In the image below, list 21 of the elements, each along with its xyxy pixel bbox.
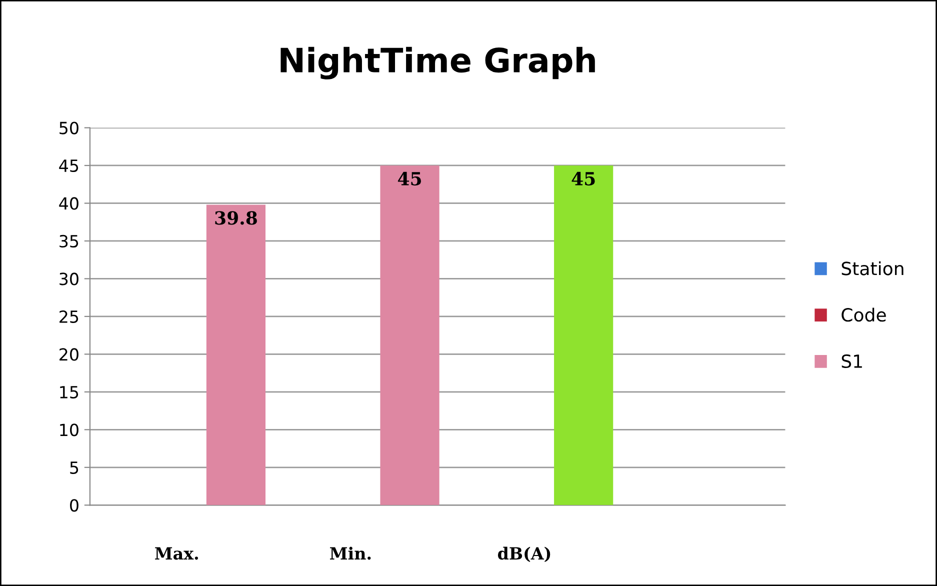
y-tick-label: 40 <box>59 197 78 210</box>
data-label: 45 <box>572 172 595 186</box>
y-tick-label: 45 <box>59 160 78 172</box>
x-tick-label: Min. <box>330 546 371 560</box>
data-label: 39.8 <box>215 211 257 225</box>
legend-label: S1 <box>842 354 862 368</box>
x-tick-label: Max. <box>155 547 198 560</box>
data-label: 45 <box>398 172 421 186</box>
legend-label: Station <box>842 261 904 276</box>
y-tick-label: 30 <box>60 272 78 286</box>
y-tick-label: 50 <box>60 122 78 134</box>
x-tick-label: dB(A) <box>498 546 550 562</box>
y-tick-label: 15 <box>60 386 78 398</box>
y-tick-label: 0 <box>70 499 78 512</box>
chart-title: NightTime Graph <box>280 46 595 80</box>
y-tick-label: 20 <box>60 348 78 361</box>
y-tick-label: 25 <box>60 310 78 324</box>
y-tick-label: 10 <box>60 424 78 436</box>
legend-label: Code <box>842 308 886 322</box>
y-tick-label: 5 <box>70 462 78 474</box>
y-tick-label: 35 <box>60 234 78 248</box>
